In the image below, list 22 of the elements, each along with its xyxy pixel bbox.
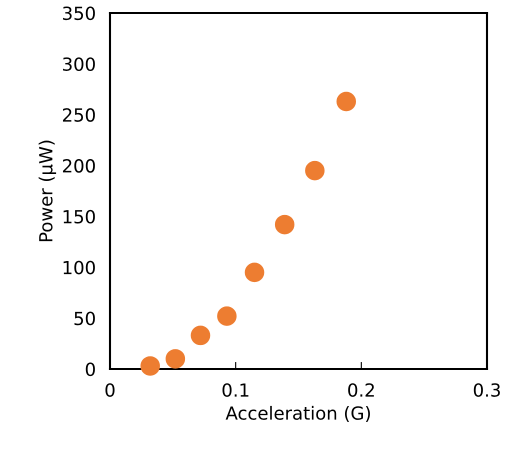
x-tick-label: 0.2 (348, 383, 374, 397)
point (305, 160, 325, 180)
x-axis-title: Acceleration (G) (226, 406, 370, 422)
point (274, 214, 294, 234)
y-tick-label: 350 (63, 6, 95, 20)
point (244, 262, 264, 282)
point (336, 92, 356, 112)
y-tick-label: 300 (63, 57, 95, 71)
y-tick-label: 250 (62, 108, 95, 122)
point (140, 356, 160, 376)
x-tick-label: 0.1 (222, 383, 248, 397)
y-tick-label: 200 (62, 159, 95, 173)
y-tick-label: 100 (64, 260, 95, 274)
y-tick-label: 50 (74, 312, 95, 326)
y-tick-label: 0 (86, 362, 95, 376)
point (190, 326, 210, 346)
y-axis-title: Power (μW) (38, 140, 56, 242)
point (166, 349, 186, 369)
x-tick-label: 0 (105, 383, 115, 397)
y-tick-label: 150 (64, 210, 95, 224)
x-tick-label: 0.3 (474, 383, 500, 397)
point (217, 306, 237, 326)
